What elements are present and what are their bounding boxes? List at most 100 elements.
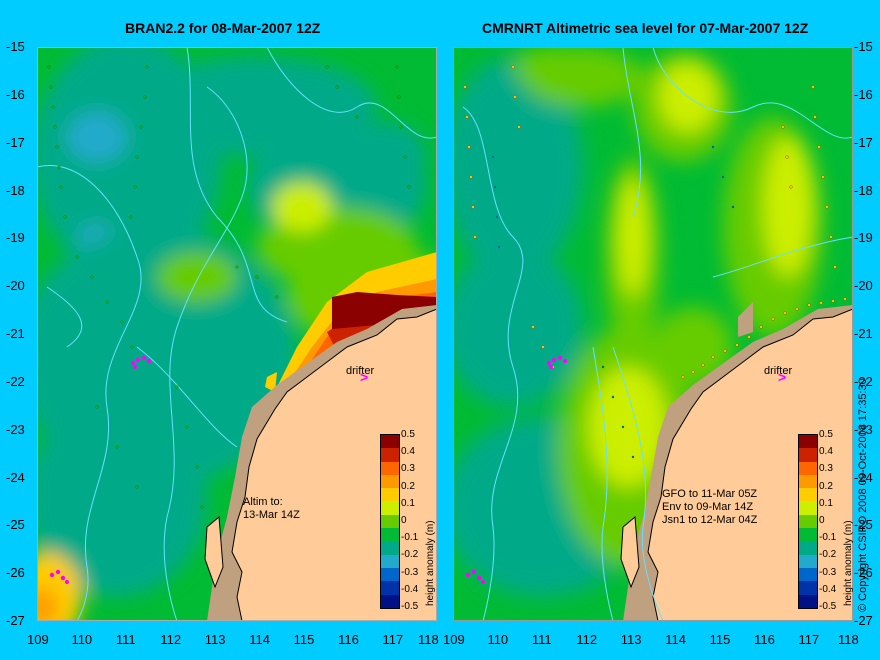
right-drifter-label: drifter	[764, 365, 793, 377]
colorbar-swatch	[799, 474, 817, 489]
left-lon-label: 112	[160, 632, 182, 647]
right-lat-label: -20	[854, 278, 873, 294]
colorbar-swatch	[799, 581, 817, 595]
right-lat-label: -21	[854, 326, 873, 341]
right-lon-label: 110	[487, 632, 509, 647]
colorbar-tick-label: -0.3	[401, 566, 419, 578]
colorbar-tick-label: 0	[819, 515, 825, 526]
right-lon-label: 111	[531, 632, 552, 647]
left-lat-label: -22	[6, 373, 25, 389]
right-lon-label: 117	[798, 632, 820, 647]
colorbar-tick-label: -0.2	[401, 549, 419, 561]
right-lon-label: 114	[665, 632, 686, 647]
left-lat-label: -18	[6, 182, 25, 198]
left-lon-label: 116	[338, 632, 359, 647]
left-drifter-label: drifter	[346, 365, 375, 377]
right-lon-label: 115	[709, 632, 731, 647]
left-lon-label: 114	[249, 632, 270, 647]
colorbar-swatch	[381, 435, 399, 449]
colorbar-swatch	[799, 461, 817, 475]
colorbar-tick-label: 0.5	[819, 429, 833, 440]
right-lat-label: -18	[854, 182, 873, 198]
left-lon-label: 115	[293, 632, 315, 647]
right-lon-label: 109	[443, 632, 465, 647]
right-lon-label: 118	[838, 632, 859, 647]
left-lat-label: -15	[6, 39, 25, 54]
colorbar-swatch	[799, 514, 817, 529]
left-lon-label: 109	[27, 632, 49, 647]
colorbar-tick-label: -0.4	[401, 583, 419, 595]
right-colorbar-title: height anomaly (m)	[843, 520, 854, 606]
colorbar-tick-label: 0	[401, 515, 407, 526]
left-lon-label: 111	[115, 632, 136, 647]
colorbar-swatch	[799, 501, 817, 515]
left-colorbar-title: height anomaly (m)	[425, 520, 436, 606]
copyright-text: © Copyright CSIRO 2008 09-Oct-2008 17:35…	[857, 378, 869, 612]
colorbar-tick-label: -0.5	[819, 601, 837, 612]
right-lat-label: -22	[854, 373, 873, 389]
colorbar-tick-label: -0.3	[819, 566, 837, 578]
left-lat-label: -17	[6, 134, 25, 150]
colorbar-tick-label: -0.2	[819, 549, 837, 561]
left-lat-label: -27	[6, 613, 25, 628]
left-lat-label: -25	[6, 517, 25, 533]
right-lat-label: -23	[854, 421, 873, 437]
right-lat-label: -26	[854, 565, 873, 581]
left-lat-label: -16	[6, 86, 25, 102]
left-colorbar	[380, 434, 400, 609]
cmrnrt-map-panel	[453, 47, 853, 621]
bran-map-panel	[37, 47, 437, 621]
colorbar-swatch	[381, 581, 399, 595]
colorbar-tick-label: 0.1	[401, 497, 415, 509]
right-lat-label: -15	[854, 39, 873, 54]
colorbar-tick-label: 0.1	[819, 497, 833, 509]
colorbar-swatch	[381, 514, 399, 529]
left-lon-label: 118	[418, 632, 439, 647]
colorbar-swatch	[381, 474, 399, 489]
left-altim-note-line1: Altim to:	[243, 496, 283, 508]
bran-map	[37, 47, 437, 621]
colorbar-swatch	[799, 541, 817, 555]
right-lat-label: -16	[854, 86, 873, 102]
colorbar-swatch	[381, 448, 399, 462]
colorbar-swatch	[799, 567, 817, 582]
right-lat-label: -19	[854, 230, 873, 246]
colorbar-tick-label: 0.4	[401, 446, 415, 458]
colorbar-swatch	[381, 501, 399, 515]
left-lat-label: -20	[6, 278, 25, 294]
left-altim-note-line2: 13-Mar 14Z	[243, 509, 300, 521]
colorbar-swatch	[799, 448, 817, 462]
colorbar-swatch	[381, 461, 399, 475]
left-drifter-marker: >	[360, 369, 369, 385]
colorbar-tick-label: 0.3	[401, 463, 415, 475]
colorbar-tick-label: -0.5	[401, 601, 419, 612]
colorbar-tick-label: 0.4	[819, 446, 833, 458]
right-lat-label: -25	[854, 517, 873, 533]
right-lon-label: 113	[620, 632, 642, 647]
colorbar-swatch	[799, 528, 817, 542]
colorbar-swatch	[381, 567, 399, 582]
right-lon-label: 116	[754, 632, 775, 647]
colorbar-tick-label: 0.2	[401, 480, 415, 492]
colorbar-tick-label: -0.4	[819, 583, 837, 595]
left-lat-label: -24	[6, 469, 25, 485]
left-lon-label: 113	[204, 632, 226, 647]
left-map-title: BRAN2.2 for 08-Mar-2007 12Z	[125, 20, 321, 36]
left-lon-label: 117	[382, 632, 404, 647]
colorbar-tick-label: 0.5	[401, 429, 415, 440]
left-lat-label: -26	[6, 565, 25, 581]
right-lat-label: -17	[854, 134, 873, 150]
right-altim-note: GFO to 11-Mar 05Z Env to 09-Mar 14Z Jsn1…	[662, 488, 757, 527]
colorbar-tick-label: -0.1	[401, 532, 419, 544]
colorbar-tick-label: 0.3	[819, 463, 833, 475]
colorbar-swatch	[381, 488, 399, 502]
left-altim-note: Altim to: 13-Mar 14Z	[243, 496, 300, 522]
right-altim-note-line3: Jsn1 to 12-Mar 04Z	[662, 514, 758, 526]
right-map-title: CMRNRT Altimetric sea level for 07-Mar-2…	[482, 20, 809, 36]
right-drifter-marker: >	[778, 369, 787, 385]
cmrnrt-map	[453, 47, 853, 621]
left-lon-label: 110	[71, 632, 93, 647]
right-lon-label: 112	[576, 632, 598, 647]
right-lat-label: -27	[854, 613, 873, 628]
colorbar-tick-label: 0.2	[819, 480, 833, 492]
